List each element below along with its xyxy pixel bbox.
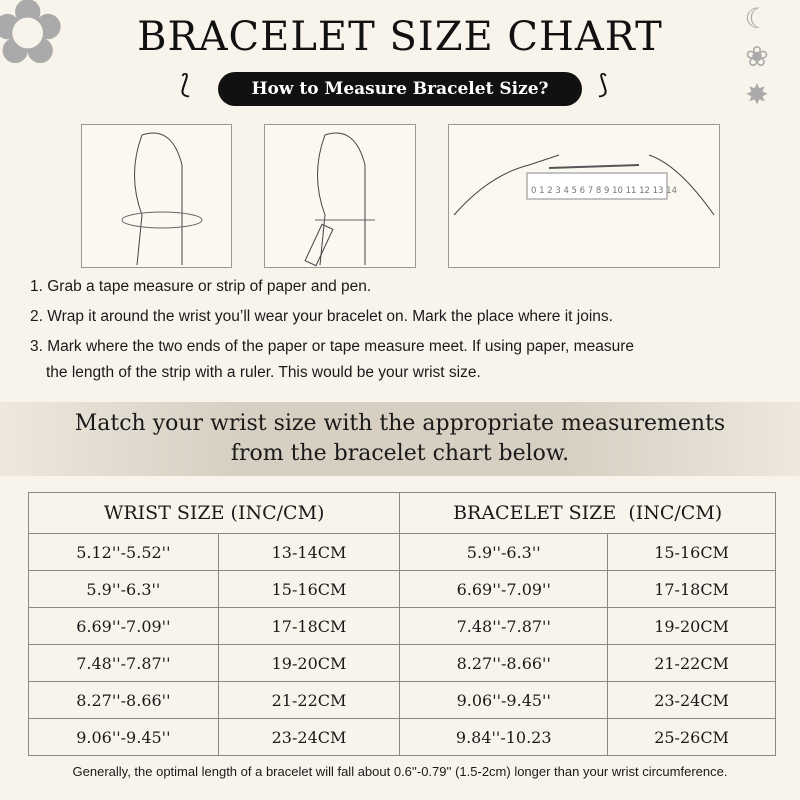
band-line-2: from the bracelet chart below. — [230, 441, 570, 466]
hand-pen-icon — [304, 132, 375, 267]
step-1: 1. Grab a tape measure or strip of paper… — [30, 278, 372, 295]
table-cell: 25-26CM — [607, 718, 776, 756]
table-cell: 9.06''-9.45'' — [399, 681, 609, 719]
swirl-left-icon: ⟅ — [180, 70, 191, 100]
step-3: 3. Mark where the two ends of the paper … — [30, 338, 634, 355]
header-bracelet-size: BRACELET SIZE (INC/CM) — [399, 492, 776, 534]
table-header-row: WRIST SIZE (INC/CM) BRACELET SIZE (INC/C… — [27, 492, 776, 534]
table-cell: 19-20CM — [217, 644, 401, 682]
table-row: 9.06''-9.45'' 23-24CM 9.84''-10.23 25-26CM — [28, 718, 776, 756]
table-cell: 21-22CM — [217, 681, 401, 719]
swirl-right-icon: ⟆ — [598, 70, 609, 100]
illustration-hand-wrap — [81, 124, 232, 268]
illustration-ruler: 0 1 2 3 4 5 6 7 8 9 10 11 12 13 14 — [448, 124, 720, 268]
ruler-numbers: 0 1 2 3 4 5 6 7 8 9 10 11 12 13 14 — [531, 186, 677, 196]
table-cell: 23-24CM — [607, 681, 776, 719]
band-line-1: Match your wrist size with the appropria… — [74, 411, 726, 436]
table-cell: 6.69''-7.09'' — [399, 570, 609, 608]
table-cell: 17-18CM — [607, 570, 776, 608]
ruler-hands-icon: 0 1 2 3 4 5 6 7 8 9 10 11 12 13 14 — [453, 154, 715, 216]
illustration-hand-mark — [264, 124, 416, 268]
footnote: Generally, the optimal length of a brace… — [72, 764, 728, 779]
table-cell: 6.69''-7.09'' — [28, 607, 219, 645]
table-cell: 23-24CM — [217, 718, 401, 756]
subtitle-pill: How to Measure Bracelet Size? — [218, 72, 582, 106]
step-3-cont: the length of the strip with a ruler. Th… — [46, 364, 481, 381]
match-instruction-band: Match your wrist size with the appropria… — [0, 402, 800, 476]
table-row: 5.12''-5.52'' 13-14CM 5.9''-6.3'' 15-16CM — [28, 533, 776, 571]
page-title: BRACELET SIZE CHART — [137, 14, 663, 60]
table-cell: 8.27''-8.66'' — [28, 681, 219, 719]
table-row: 5.9''-6.3'' 15-16CM 6.69''-7.09'' 17-18CM — [28, 570, 776, 608]
table-cell: 7.48''-7.87'' — [28, 644, 219, 682]
table-row: 8.27''-8.66'' 21-22CM 9.06''-9.45'' 23-24CM — [28, 681, 776, 719]
table-cell: 15-16CM — [607, 533, 776, 571]
table-cell: 8.27''-8.66'' — [399, 644, 609, 682]
table-cell: 5.9''-6.3'' — [399, 533, 609, 571]
table-row: 7.48''-7.87'' 19-20CM 8.27''-8.66'' 21-22CM — [28, 644, 776, 682]
table-cell: 21-22CM — [607, 644, 776, 682]
table-cell: 15-16CM — [217, 570, 401, 608]
table-cell: 5.9''-6.3'' — [28, 570, 219, 608]
table-cell: 9.84''-10.23 — [399, 718, 609, 756]
table-cell: 7.48''-7.87'' — [399, 607, 609, 645]
header-wrist-size: WRIST SIZE (INC/CM) — [27, 492, 401, 534]
mandala-corner-decoration: ✿ — [0, 0, 66, 85]
table-cell: 13-14CM — [217, 533, 401, 571]
size-table: WRIST SIZE (INC/CM) BRACELET SIZE (INC/C… — [27, 492, 776, 756]
table-cell: 9.06''-9.45'' — [28, 718, 219, 756]
table-row: 6.69''-7.09'' 17-18CM 7.48''-7.87'' 19-20CM — [28, 607, 776, 645]
table-cell: 17-18CM — [217, 607, 401, 645]
hand-tape-icon — [121, 132, 203, 266]
table-cell: 5.12''-5.52'' — [28, 533, 219, 571]
instruction-steps: 1. Grab a tape measure or strip of paper… — [30, 272, 634, 388]
table-cell: 19-20CM — [607, 607, 776, 645]
lotus-hanging-decoration: ☾ ❀ ✸ — [744, 2, 770, 111]
step-2: 2. Wrap it around the wrist you’ll wear … — [30, 308, 613, 325]
